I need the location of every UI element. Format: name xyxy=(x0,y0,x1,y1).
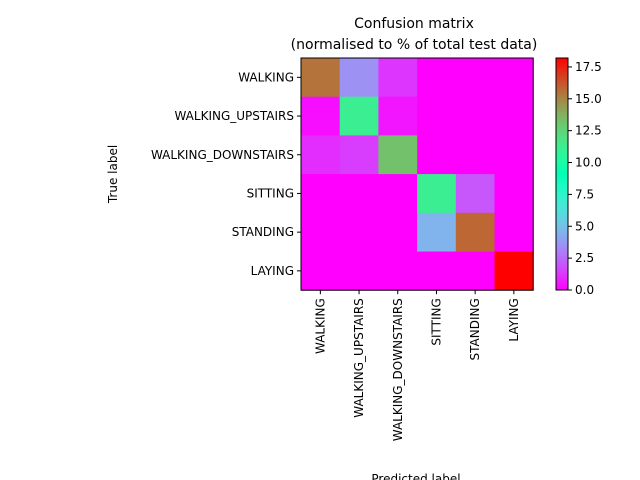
y-tick-label-4: STANDING xyxy=(232,225,294,239)
heatmap-cell-5-1 xyxy=(339,251,379,291)
x-tick-label-0: WALKING xyxy=(313,298,327,354)
plot-frame xyxy=(300,57,534,291)
heatmap-cell-4-2 xyxy=(378,212,418,252)
y-tick-label-1: WALKING_UPSTAIRS xyxy=(174,109,294,123)
heatmap-cell-1-5 xyxy=(494,96,534,136)
x-axis-label: Predicted label xyxy=(371,472,460,480)
colorbar-tick-label-7: 17.5 xyxy=(575,60,602,74)
chart-title-line-1: Confusion matrix xyxy=(354,16,474,32)
chart-title: Confusion matrix (normalised to % of tot… xyxy=(291,16,538,53)
heatmap-cell-4-0 xyxy=(301,212,341,252)
x-tick-label-2: WALKING_DOWNSTAIRS xyxy=(391,298,405,441)
y-axis-ticks: WALKING WALKING_UPSTAIRS WALKING_DOWNSTAIR… xyxy=(151,70,301,278)
colorbar-tick-label-0: 0.0 xyxy=(575,283,594,297)
heatmap-cell-5-0 xyxy=(301,251,341,291)
colorbar-tick-label-5: 12.5 xyxy=(575,124,602,138)
heatmap-cell-3-1 xyxy=(339,174,379,214)
heatmap-cell-2-2 xyxy=(378,135,418,175)
y-tick-label-0: WALKING xyxy=(238,70,294,84)
heatmap-cell-5-2 xyxy=(378,251,418,291)
colorbar: 0.0 2.5 5.0 7.5 10.0 12.5 15.0 17.5 xyxy=(555,57,602,297)
colorbar-tick-label-3: 7.5 xyxy=(575,187,594,201)
heatmap-cell-5-4 xyxy=(455,251,495,291)
heatmap-cell-3-5 xyxy=(494,174,534,214)
x-tick-label-4: STANDING xyxy=(468,298,482,360)
y-axis-label: True label xyxy=(106,145,120,204)
heatmap-cell-3-4 xyxy=(455,174,495,214)
colorbar-gradient xyxy=(556,58,568,290)
heatmap-cell-0-5 xyxy=(494,58,534,98)
y-tick-label-5: LAYING xyxy=(251,264,294,278)
heatmap-cell-0-1 xyxy=(339,58,379,98)
heatmap-cell-3-0 xyxy=(301,174,341,214)
heatmap-cells xyxy=(301,58,534,291)
heatmap-cell-2-1 xyxy=(339,135,379,175)
heatmap-cell-5-5 xyxy=(494,251,534,291)
x-tick-label-5: LAYING xyxy=(507,298,521,341)
heatmap-cell-0-4 xyxy=(455,58,495,98)
colorbar-frame xyxy=(555,57,569,291)
heatmap-cell-2-5 xyxy=(494,135,534,175)
chart-title-line-2: (normalised to % of total test data) xyxy=(291,37,538,53)
y-tick-label-2: WALKING_DOWNSTAIRS xyxy=(151,148,294,162)
heatmap-cell-1-0 xyxy=(301,96,341,136)
colorbar-tick-label-1: 2.5 xyxy=(575,251,594,265)
x-tick-label-3: SITTING xyxy=(430,298,444,345)
heatmap-cell-2-3 xyxy=(417,135,457,175)
heatmap-cell-1-1 xyxy=(339,96,379,136)
x-axis-ticks: WALKING WALKING_UPSTAIRS WALKING_DOWNSTAIR… xyxy=(313,290,521,441)
heatmap-cell-5-3 xyxy=(417,251,457,291)
heatmap-cell-3-2 xyxy=(378,174,418,214)
heatmap-cell-2-0 xyxy=(301,135,341,175)
heatmap-cell-0-3 xyxy=(417,58,457,98)
heatmap-cell-4-3 xyxy=(417,212,457,252)
heatmap-cell-4-5 xyxy=(494,212,534,252)
heatmap-cell-0-0 xyxy=(301,58,341,98)
heatmap-cell-1-3 xyxy=(417,96,457,136)
y-tick-label-3: SITTING xyxy=(247,186,294,200)
heatmap-cell-0-2 xyxy=(378,58,418,98)
heatmap-cell-4-1 xyxy=(339,212,379,252)
heatmap-cell-1-2 xyxy=(378,96,418,136)
x-tick-label-1: WALKING_UPSTAIRS xyxy=(352,298,366,418)
heatmap-cell-2-4 xyxy=(455,135,495,175)
heatmap-cell-4-4 xyxy=(455,212,495,252)
colorbar-tick-label-6: 15.0 xyxy=(575,92,602,106)
colorbar-tick-label-2: 5.0 xyxy=(575,219,594,233)
heatmap-cell-3-3 xyxy=(417,174,457,214)
heatmap-cell-1-4 xyxy=(455,96,495,136)
colorbar-tick-label-4: 10.0 xyxy=(575,156,602,170)
